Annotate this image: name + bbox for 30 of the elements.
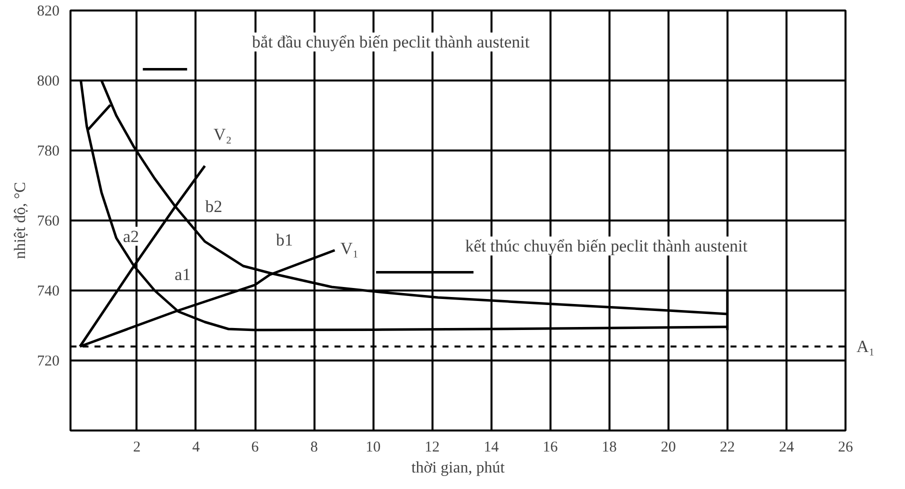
x-tick-label: 12 bbox=[424, 440, 440, 456]
y-axis-title: nhiệt độ, °C bbox=[12, 182, 29, 260]
y-tick-label: 760 bbox=[37, 214, 60, 230]
annotation: V₂ bbox=[213, 124, 232, 144]
x-tick-label: 8 bbox=[310, 440, 318, 456]
x-tick-label: 4 bbox=[192, 440, 200, 456]
y-tick-label: 820 bbox=[37, 4, 60, 20]
x-tick-label: 16 bbox=[542, 440, 558, 456]
y-tick-label: 720 bbox=[37, 354, 60, 370]
x-tick-label: 10 bbox=[366, 440, 381, 456]
annotation: b2 bbox=[205, 197, 222, 216]
x-axis-title: thời gian, phút bbox=[411, 460, 506, 476]
x-tick-label: 2 bbox=[133, 440, 141, 456]
annotation: kết thúc chuyển biến peclit thành austenit bbox=[465, 236, 748, 256]
annotation: a2 bbox=[123, 226, 140, 246]
annotation: a1 bbox=[174, 264, 191, 284]
annotation: bắt đầu chuyển biến peclit thành austenit bbox=[252, 32, 530, 52]
x-tick-label: 20 bbox=[660, 440, 676, 456]
x-tick-label: 22 bbox=[720, 440, 735, 456]
y-tick-label: 800 bbox=[37, 74, 60, 90]
x-tick-label: 24 bbox=[778, 440, 794, 456]
x-tick-label: 14 bbox=[484, 440, 500, 456]
y-tick-label: 740 bbox=[37, 284, 60, 300]
x-tick-label: 26 bbox=[838, 440, 854, 456]
x-tick-label: 18 bbox=[602, 440, 617, 456]
annotation: V₁ bbox=[340, 239, 359, 258]
x-tick-label: 6 bbox=[251, 440, 260, 456]
y-tick-label: 780 bbox=[37, 144, 60, 160]
ref-line-label: A₁ bbox=[856, 337, 875, 356]
annotation: b1 bbox=[276, 230, 294, 250]
